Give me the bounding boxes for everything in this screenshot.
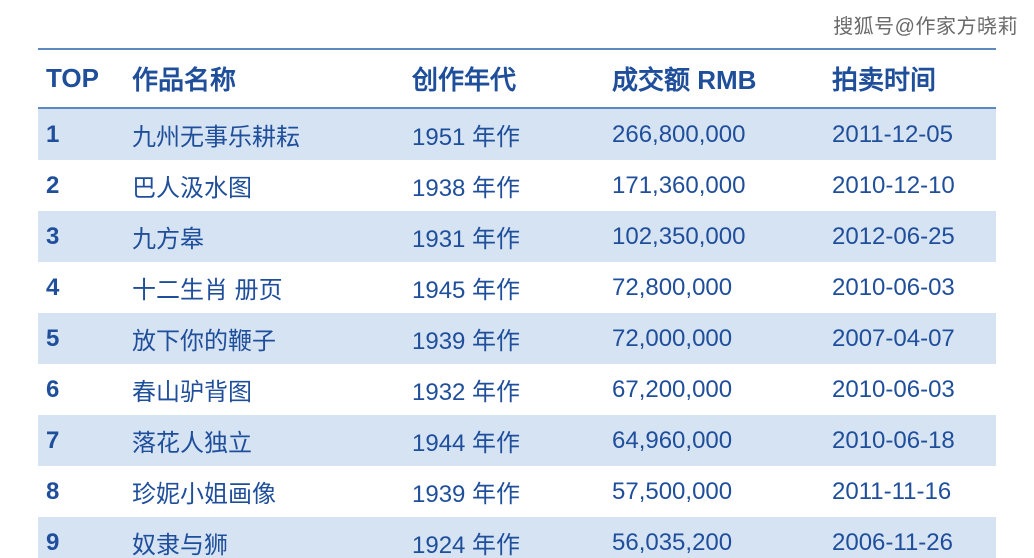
cell-date: 2011-12-05 (828, 108, 996, 160)
cell-top: 9 (38, 517, 128, 558)
cell-price: 72,800,000 (608, 262, 828, 313)
cell-name: 十二生肖 册页 (128, 262, 408, 313)
cell-date: 2010-12-10 (828, 160, 996, 211)
cell-top: 1 (38, 108, 128, 160)
auction-table-container: TOP 作品名称 创作年代 成交额 RMB 拍卖时间 1 九州无事乐耕耘 195… (38, 48, 996, 558)
cell-top: 5 (38, 313, 128, 364)
table-row: 3 九方皋 1931 年作 102,350,000 2012-06-25 (38, 211, 996, 262)
table-row: 7 落花人独立 1944 年作 64,960,000 2010-06-18 (38, 415, 996, 466)
cell-date: 2011-11-16 (828, 466, 996, 517)
cell-top: 3 (38, 211, 128, 262)
table-row: 1 九州无事乐耕耘 1951 年作 266,800,000 2011-12-05 (38, 108, 996, 160)
cell-date: 2010-06-03 (828, 262, 996, 313)
cell-name: 放下你的鞭子 (128, 313, 408, 364)
col-header-name: 作品名称 (128, 49, 408, 108)
col-header-year: 创作年代 (408, 49, 608, 108)
cell-price: 171,360,000 (608, 160, 828, 211)
cell-year: 1924 年作 (408, 517, 608, 558)
cell-top: 2 (38, 160, 128, 211)
cell-date: 2012-06-25 (828, 211, 996, 262)
cell-year: 1951 年作 (408, 108, 608, 160)
cell-top: 4 (38, 262, 128, 313)
col-header-top: TOP (38, 49, 128, 108)
cell-price: 67,200,000 (608, 364, 828, 415)
cell-year: 1944 年作 (408, 415, 608, 466)
table-row: 2 巴人汲水图 1938 年作 171,360,000 2010-12-10 (38, 160, 996, 211)
col-header-price: 成交额 RMB (608, 49, 828, 108)
col-header-date: 拍卖时间 (828, 49, 996, 108)
cell-year: 1945 年作 (408, 262, 608, 313)
table-row: 4 十二生肖 册页 1945 年作 72,800,000 2010-06-03 (38, 262, 996, 313)
cell-price: 57,500,000 (608, 466, 828, 517)
cell-date: 2010-06-03 (828, 364, 996, 415)
table-row: 9 奴隶与狮 1924 年作 56,035,200 2006-11-26 (38, 517, 996, 558)
cell-price: 72,000,000 (608, 313, 828, 364)
cell-date: 2010-06-18 (828, 415, 996, 466)
cell-price: 102,350,000 (608, 211, 828, 262)
cell-name: 落花人独立 (128, 415, 408, 466)
cell-year: 1939 年作 (408, 466, 608, 517)
table-header-row: TOP 作品名称 创作年代 成交额 RMB 拍卖时间 (38, 49, 996, 108)
cell-year: 1931 年作 (408, 211, 608, 262)
watermark-text: 搜狐号@作家方晓莉 (833, 10, 1018, 39)
cell-name: 珍妮小姐画像 (128, 466, 408, 517)
table-row: 6 春山驴背图 1932 年作 67,200,000 2010-06-03 (38, 364, 996, 415)
table-row: 5 放下你的鞭子 1939 年作 72,000,000 2007-04-07 (38, 313, 996, 364)
table-row: 8 珍妮小姐画像 1939 年作 57,500,000 2011-11-16 (38, 466, 996, 517)
cell-top: 6 (38, 364, 128, 415)
cell-year: 1938 年作 (408, 160, 608, 211)
cell-year: 1939 年作 (408, 313, 608, 364)
cell-name: 九方皋 (128, 211, 408, 262)
cell-name: 春山驴背图 (128, 364, 408, 415)
auction-table: TOP 作品名称 创作年代 成交额 RMB 拍卖时间 1 九州无事乐耕耘 195… (38, 48, 996, 558)
cell-name: 奴隶与狮 (128, 517, 408, 558)
cell-top: 7 (38, 415, 128, 466)
table-body: 1 九州无事乐耕耘 1951 年作 266,800,000 2011-12-05… (38, 108, 996, 558)
cell-year: 1932 年作 (408, 364, 608, 415)
cell-date: 2006-11-26 (828, 517, 996, 558)
cell-price: 64,960,000 (608, 415, 828, 466)
cell-price: 56,035,200 (608, 517, 828, 558)
cell-date: 2007-04-07 (828, 313, 996, 364)
cell-name: 巴人汲水图 (128, 160, 408, 211)
cell-price: 266,800,000 (608, 108, 828, 160)
cell-name: 九州无事乐耕耘 (128, 108, 408, 160)
cell-top: 8 (38, 466, 128, 517)
